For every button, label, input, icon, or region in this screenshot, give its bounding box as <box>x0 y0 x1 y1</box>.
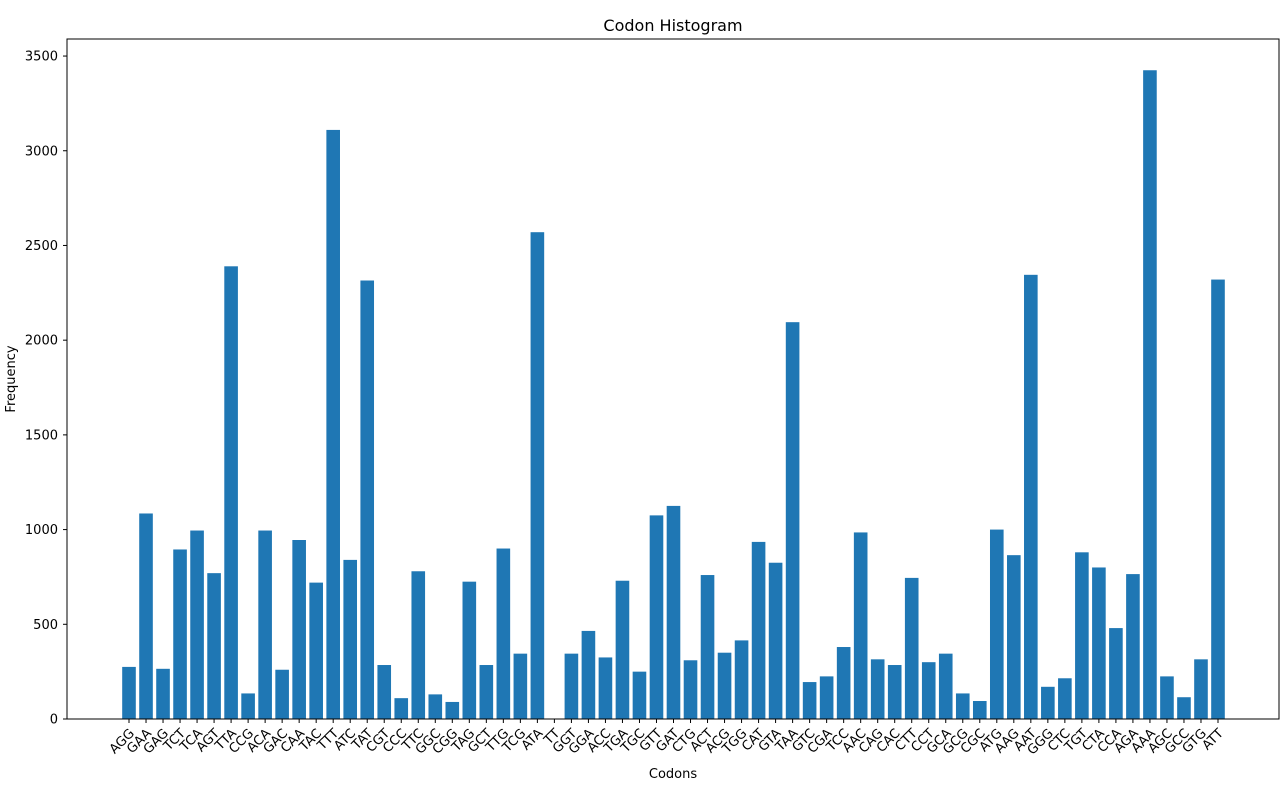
bar-tgc <box>632 671 647 719</box>
bar-tac <box>309 582 323 719</box>
y-tick-label: 3500 <box>25 50 58 65</box>
x-tick-label: ATT <box>1200 726 1227 753</box>
bar-cat <box>751 541 766 719</box>
bar-gta <box>768 562 783 719</box>
bar-ctc <box>1058 678 1072 719</box>
bar-ggt <box>564 653 579 719</box>
bar-ttg <box>496 548 511 719</box>
bar-ctt <box>904 577 919 719</box>
plot-frame <box>66 38 1280 720</box>
bar-cgg <box>445 701 460 719</box>
bar-cct <box>921 662 936 719</box>
bar-ata <box>530 232 545 719</box>
bar-aag <box>1007 555 1021 719</box>
bar-tat <box>360 280 375 719</box>
bar-gat <box>666 505 681 719</box>
chart-title: Codon Histogram <box>603 16 742 35</box>
bar-aac <box>853 532 868 719</box>
bars <box>122 70 1225 720</box>
bar-gaa <box>139 513 153 719</box>
bar-taa <box>785 322 800 719</box>
bar-att <box>1211 279 1225 719</box>
bar-tga <box>615 580 630 719</box>
bar-acc <box>598 657 613 719</box>
bar-tca <box>190 530 204 719</box>
bar-tgt <box>1075 552 1089 719</box>
bar-gca <box>938 653 953 719</box>
bar-cca <box>1109 628 1123 719</box>
bar-tct <box>173 549 187 719</box>
bar-ttt <box>326 129 340 720</box>
bar-tcg <box>513 653 528 719</box>
bar-cgc <box>972 701 987 719</box>
y-tick-label: 2000 <box>25 334 58 349</box>
bar-cgt <box>377 665 392 719</box>
bar-aga <box>1126 574 1140 719</box>
bar-gga <box>581 630 596 719</box>
bar-tcc <box>836 647 851 719</box>
y-axis: 0 500 1000 1500 2000 2500 3000 3500 <box>25 50 67 728</box>
bar-aat <box>1024 274 1038 719</box>
bar-atg <box>989 529 1004 719</box>
bar-act <box>700 575 715 719</box>
bar-gac <box>275 669 289 719</box>
bar-ggg <box>1041 686 1055 719</box>
y-axis-label: Frequency <box>4 345 19 412</box>
bar-agg <box>122 666 136 719</box>
y-tick-label: 3000 <box>25 144 58 159</box>
bar-cac <box>887 665 902 719</box>
bar-ccg <box>241 693 255 719</box>
bar-tta <box>224 266 238 719</box>
bar-gtg <box>1194 659 1208 719</box>
bar-gag <box>156 668 170 719</box>
y-tick-label: 500 <box>33 618 58 633</box>
bar-ggc <box>428 694 443 719</box>
bar-atc <box>343 559 358 719</box>
bar-caa <box>292 540 306 719</box>
bar-ttc <box>411 571 426 719</box>
bar-acg <box>717 652 732 719</box>
y-tick-label: 0 <box>50 713 58 728</box>
bar-ccc <box>394 698 409 719</box>
bar-tag <box>462 581 477 719</box>
y-tick-label: 2500 <box>25 239 58 254</box>
bar-tgg <box>734 640 749 719</box>
x-axis: AGGGAAGAGTCTTCAAGTTTACCGACAGACCAATACTTTA… <box>107 719 1227 758</box>
bar-gcc <box>1177 697 1191 719</box>
bar-cta <box>1092 567 1106 719</box>
x-tick-label: ATA <box>519 726 546 753</box>
bar-cga <box>819 676 834 719</box>
bar-gtc <box>802 682 817 719</box>
y-tick-label: 1500 <box>25 428 58 443</box>
bar-gcg <box>955 693 970 719</box>
bar-ctg <box>683 660 698 719</box>
bar-gct <box>479 665 494 719</box>
bar-aaa <box>1143 70 1157 719</box>
bar-aca <box>258 530 272 719</box>
bar-gtt <box>649 515 664 719</box>
bar-agt <box>207 573 221 719</box>
x-axis-label: Codons <box>649 767 697 782</box>
bar-agc <box>1160 676 1174 719</box>
y-tick-label: 1000 <box>25 523 58 538</box>
bar-cag <box>870 659 885 719</box>
